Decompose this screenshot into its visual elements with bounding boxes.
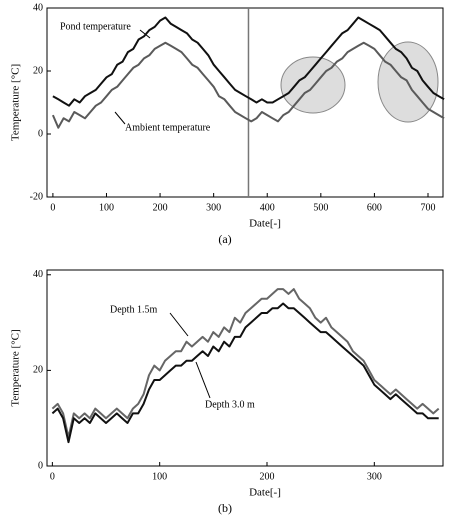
x-tick-label: 200 [260, 471, 275, 482]
leader-line [169, 312, 189, 337]
series-line [51, 302, 439, 444]
y-tick-label: 20 [33, 65, 43, 76]
y-tick-label: 0 [38, 128, 43, 139]
leader-line [195, 361, 211, 399]
x-tick-label: 0 [50, 471, 55, 482]
leader-line [114, 111, 126, 125]
x-axis-label: Date[-] [249, 487, 281, 499]
plot-frame [46, 269, 444, 467]
y-tick-label: 40 [33, 2, 43, 13]
x-tick-label: 400 [260, 202, 275, 213]
y-tick-label: 20 [33, 365, 43, 376]
annotation: Depth 1.5m [110, 304, 157, 315]
x-tick-label: 200 [153, 202, 168, 213]
series-line [52, 16, 445, 107]
y-tick-label: -20 [30, 191, 43, 202]
plot-frame [46, 7, 444, 198]
y-axis-label: Temperature [°C] [10, 329, 22, 406]
x-tick-label: 300 [367, 471, 382, 482]
x-tick-label: 500 [313, 202, 328, 213]
annotation: Depth 3.0 m [205, 399, 255, 410]
y-axis-label: Temperature [°C] [10, 64, 22, 141]
x-tick-label: 300 [206, 202, 221, 213]
annotation: Pond temperature [60, 21, 131, 32]
x-tick-label: 100 [152, 471, 167, 482]
series-line [51, 288, 440, 439]
x-tick-label: 700 [420, 202, 435, 213]
y-tick-label: 0 [38, 460, 43, 471]
annotation: Ambient temperature [125, 122, 211, 133]
caption: (a) [218, 232, 231, 246]
x-tick-label: 0 [50, 202, 55, 213]
caption: (b) [218, 501, 232, 515]
x-axis-label: Date[-] [249, 218, 281, 230]
x-tick-label: 100 [99, 202, 114, 213]
series-line [51, 41, 445, 129]
y-tick-label: 40 [33, 269, 43, 280]
x-tick-label: 600 [367, 202, 382, 213]
